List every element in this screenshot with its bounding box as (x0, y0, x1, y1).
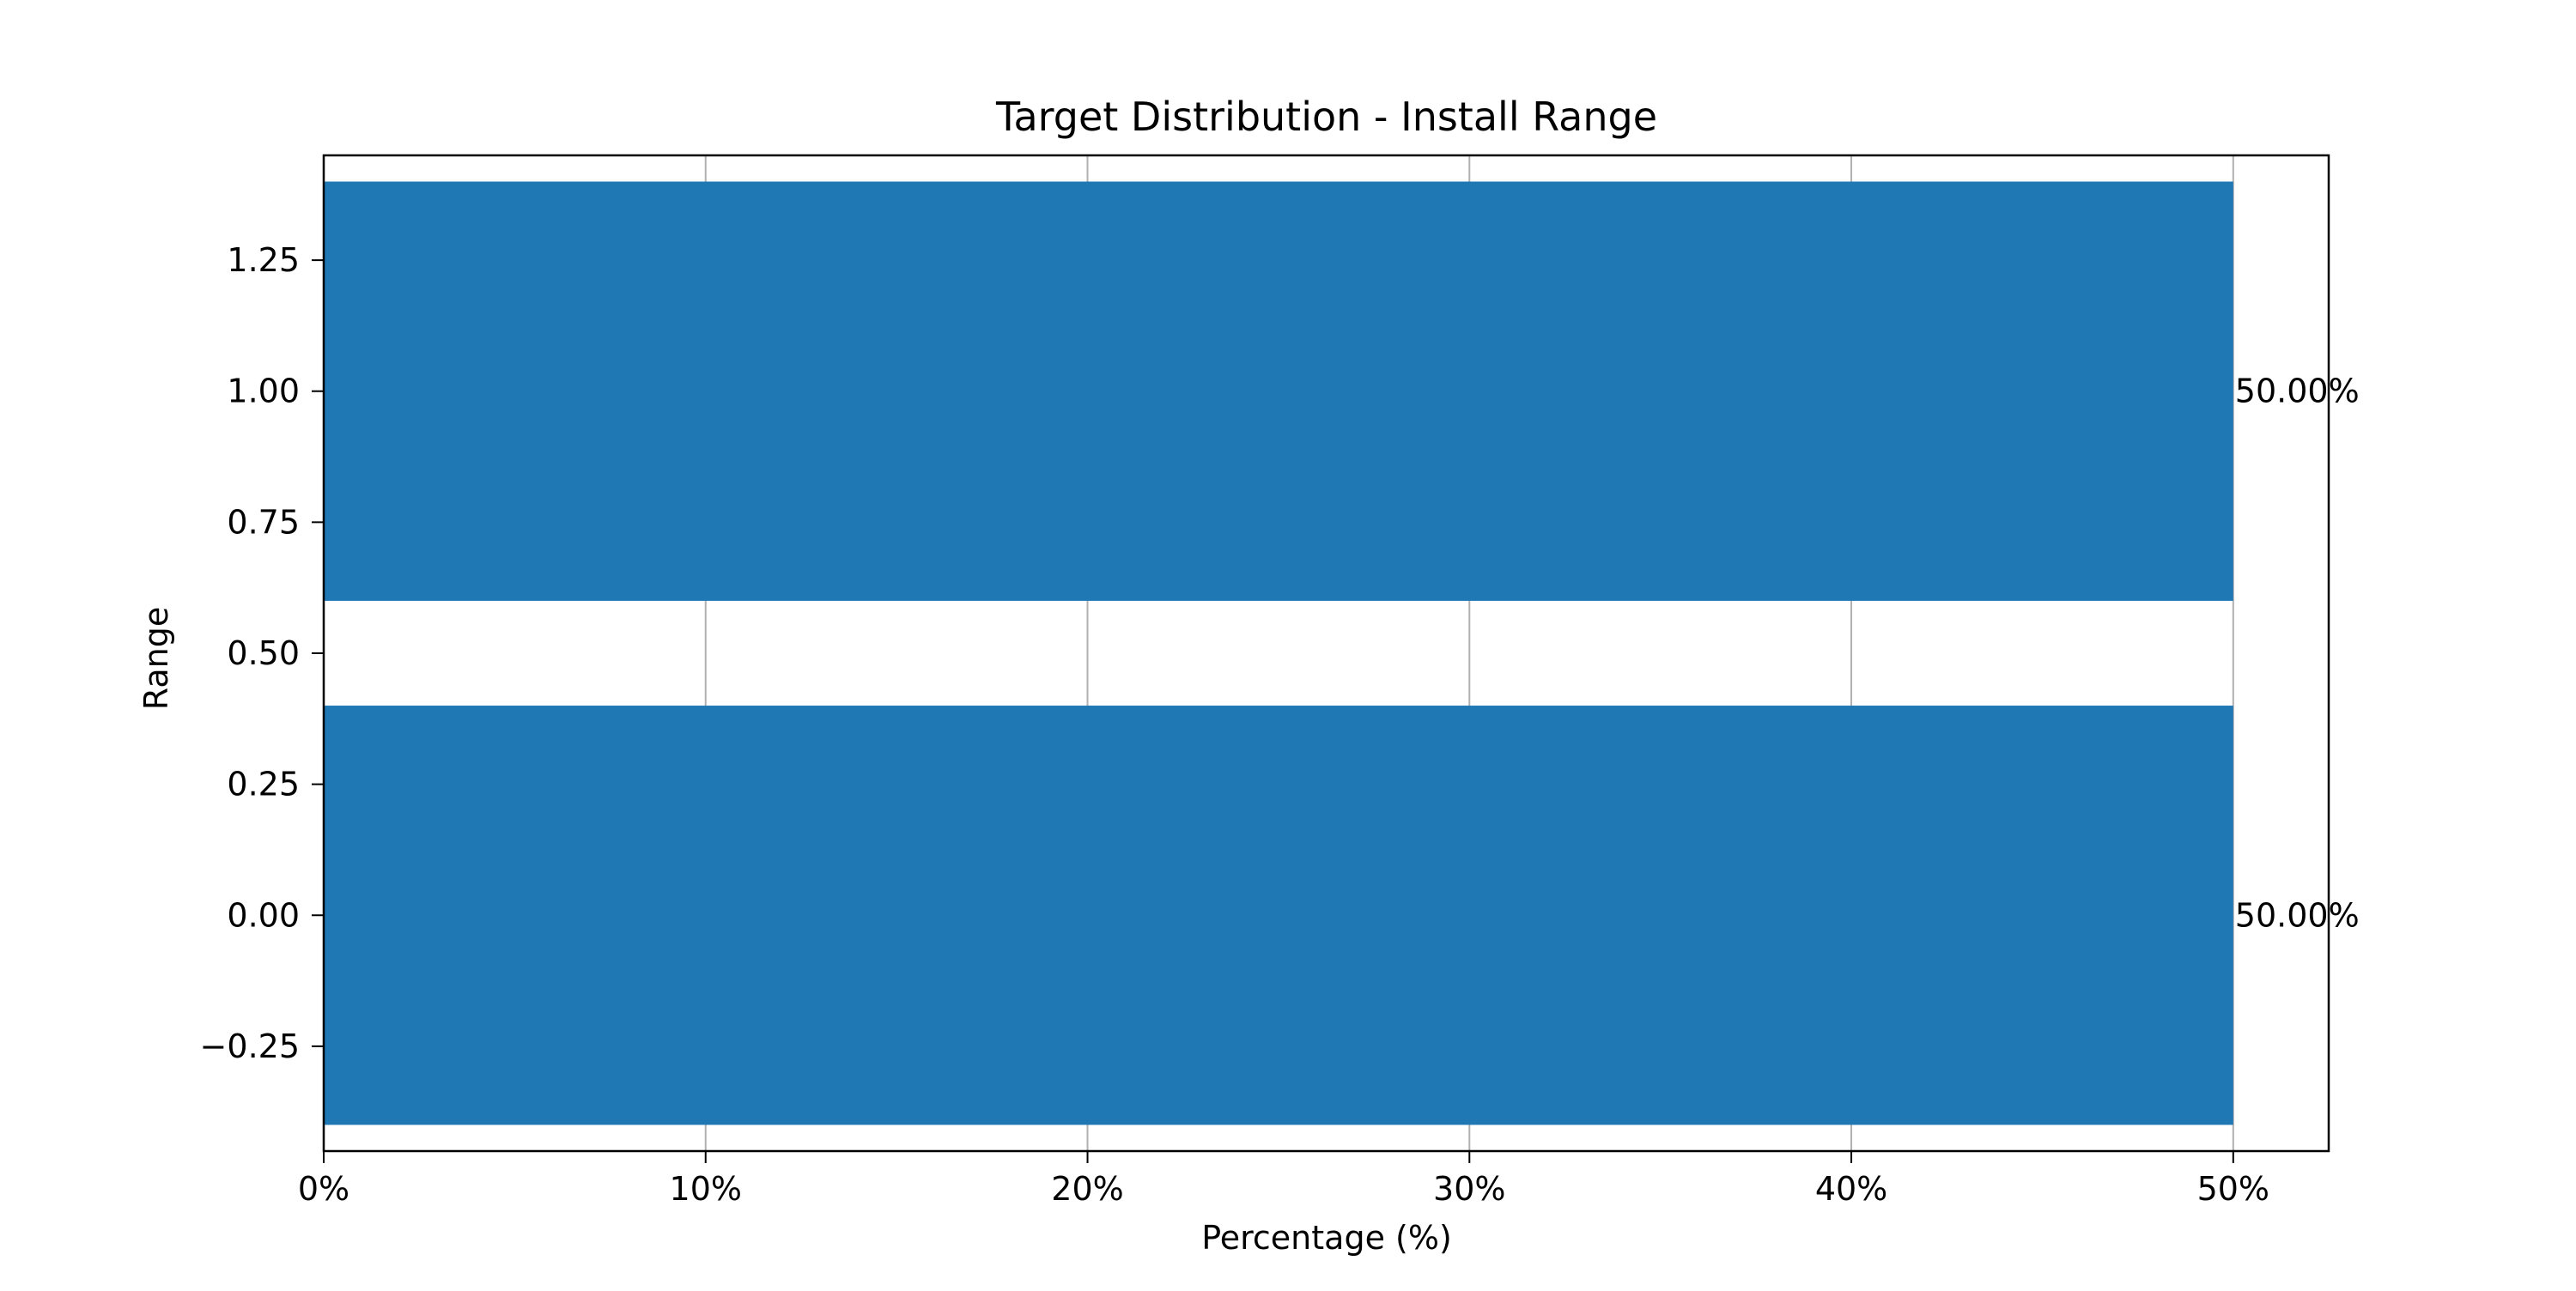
y-tick-label: 1.00 (227, 373, 300, 410)
x-tick-label: 0% (298, 1170, 349, 1208)
bar-0 (324, 706, 2233, 1125)
x-tick-label: 50% (2197, 1170, 2269, 1208)
y-axis-ticks: −0.25 0.00 0.25 0.50 0.75 1.00 1.25 (200, 241, 324, 1065)
x-tick-label: 10% (670, 1170, 742, 1208)
y-tick-label: 0.75 (227, 503, 300, 541)
data-label-1: 50.00% (2235, 373, 2360, 410)
y-tick-label: 0.50 (227, 634, 300, 672)
x-tick-label: 30% (1433, 1170, 1505, 1208)
y-tick-label: 0.00 (227, 896, 300, 934)
x-tick-label: 40% (1815, 1170, 1887, 1208)
bar-1 (324, 181, 2233, 601)
x-axis-ticks: 0% 10% 20% 30% 40% 50% (298, 1151, 2269, 1208)
chart-title: Target Distribution - Install Range (995, 94, 1657, 140)
y-tick-label: 0.25 (227, 766, 300, 803)
x-tick-label: 20% (1051, 1170, 1123, 1208)
y-tick-label: 1.25 (227, 241, 300, 279)
y-tick-label: −0.25 (200, 1027, 300, 1065)
y-axis-label: Range (137, 607, 175, 710)
bars (324, 181, 2233, 1125)
data-label-0: 50.00% (2235, 896, 2360, 934)
x-axis-label: Percentage (%) (1201, 1219, 1452, 1257)
data-labels: 50.00% 50.00% (2235, 373, 2360, 935)
